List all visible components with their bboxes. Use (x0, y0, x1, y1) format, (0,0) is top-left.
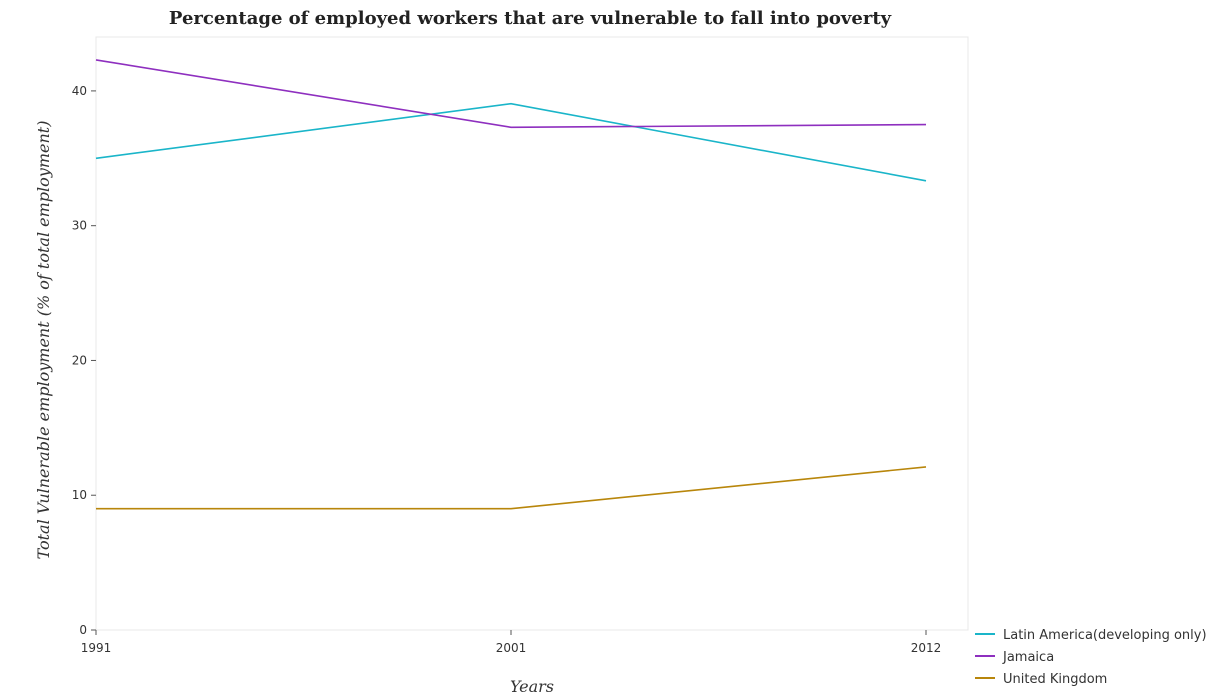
x-tick-label: 2012 (911, 641, 942, 655)
y-axis-label: Total Vulnerable employment (% of total … (34, 121, 53, 560)
x-axis-label: Years (510, 677, 554, 696)
series-line-latin-america-developing-only (95, 102, 927, 182)
x-tick-label: 2001 (496, 641, 527, 655)
y-tick-label: 30 (72, 219, 87, 233)
y-tick-label: 0 (79, 623, 87, 637)
chart-title: Percentage of employed workers that are … (168, 8, 892, 29)
y-axis-ticks: 0 10 20 30 40 (72, 84, 96, 637)
legend: Latin America(developing only) Jamaica Uni… (975, 628, 1207, 687)
y-tick-label: 10 (72, 488, 87, 502)
y-tick-label: 40 (72, 84, 87, 98)
series-line-united-kingdom (96, 466, 927, 510)
plot-area (95, 36, 969, 631)
x-tick-label: 1991 (81, 641, 112, 655)
y-tick-label: 20 (72, 353, 87, 367)
legend-label-jamaica: Jamaica (1002, 650, 1054, 665)
legend-label-united-kingdom: United Kingdom (1003, 672, 1107, 687)
legend-label-latin-america-developing-only: Latin America(developing only) (1003, 628, 1207, 643)
series-lines (95, 59, 927, 510)
x-axis-ticks: 1991 2001 2012 (81, 630, 942, 655)
series-line-jamaica (95, 59, 927, 129)
